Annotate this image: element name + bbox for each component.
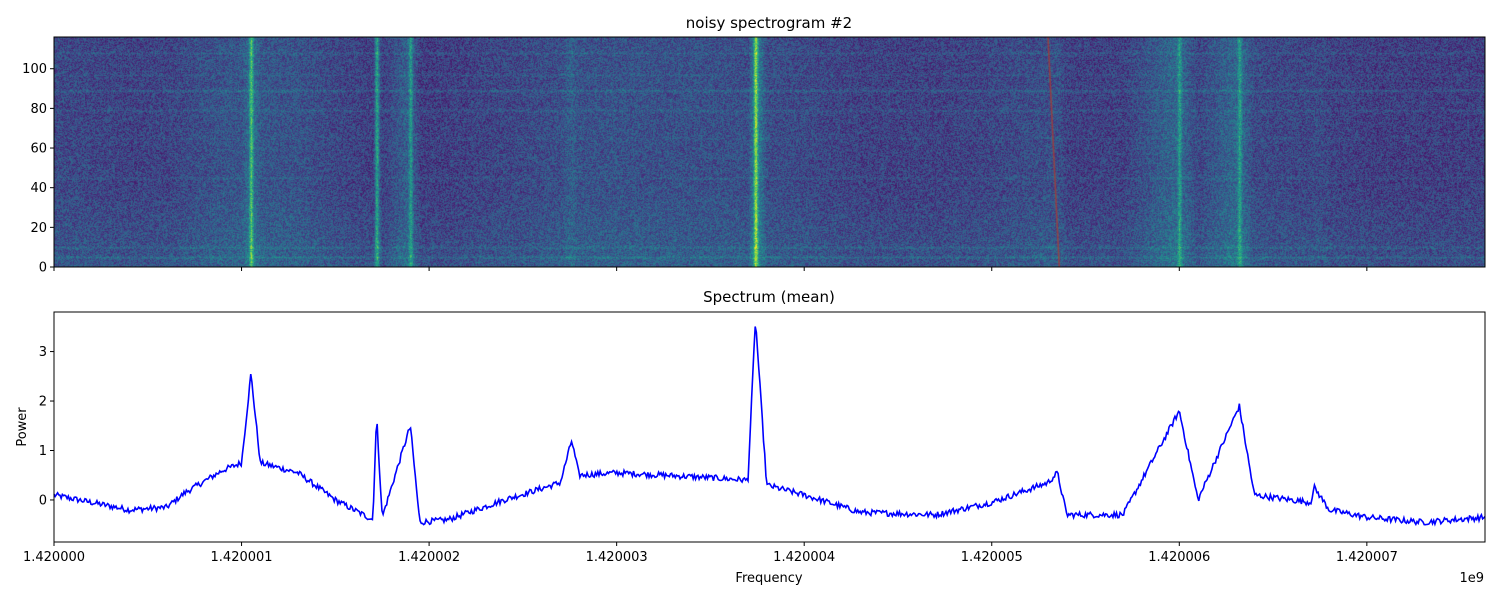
spectrogram-y-tick-label: 0 — [39, 261, 47, 276]
spectrogram-heatmap — [54, 37, 1485, 267]
spectrum-y-tick-label: 3 — [39, 345, 47, 360]
spectrogram-y-tick-label: 20 — [30, 221, 47, 236]
spectrum-series-line — [53, 326, 1486, 527]
spectrogram-y-axis: 0 20 40 60 80 100 — [22, 62, 54, 276]
spectrum-y-tick-label: 1 — [39, 444, 47, 459]
x-offset-label: 1e9 — [1459, 571, 1484, 586]
spectrum-y-tick-label: 0 — [39, 493, 47, 508]
spectrum-x-tick-label: 1.420000 — [23, 550, 85, 565]
spectrum-x-tick-label: 1.420007 — [1336, 550, 1398, 565]
spectrogram-frame — [53, 36, 1486, 268]
spectrum-title: Spectrum (mean) — [703, 288, 835, 306]
spectrum-x-axis: 1.420000 1.420001 1.420002 1.420003 1.420004… — [23, 542, 1398, 565]
spectrogram-y-tick-label: 40 — [30, 181, 47, 196]
x-axis-label: Frequency — [735, 571, 802, 586]
spectrogram-y-tick-label: 100 — [22, 62, 47, 77]
spectrum-x-tick-label: 1.420004 — [773, 550, 835, 565]
spectrum-x-tick-label: 1.420003 — [586, 550, 648, 565]
spectrum-plot-area — [53, 326, 1486, 527]
spectrum-y-axis: 0 1 2 3 — [39, 345, 54, 508]
spectrogram-image-wrapper — [54, 37, 1485, 267]
spectrogram-y-tick-label: 80 — [30, 102, 47, 117]
y-axis-label: Power — [15, 407, 30, 447]
spectrum-x-tick-label: 1.420002 — [398, 550, 460, 565]
spectrum-frame — [53, 311, 1486, 543]
spectrogram-title: noisy spectrogram #2 — [686, 14, 852, 32]
spectrogram-y-tick-label: 60 — [30, 142, 47, 157]
spectrogram-x-axis — [53, 267, 1368, 271]
spectrum-y-tick-label: 2 — [39, 395, 47, 410]
spectrum-x-tick-label: 1.420006 — [1148, 550, 1210, 565]
spectrum-x-tick-label: 1.420005 — [961, 550, 1023, 565]
spectrum-x-tick-label: 1.420001 — [211, 550, 273, 565]
